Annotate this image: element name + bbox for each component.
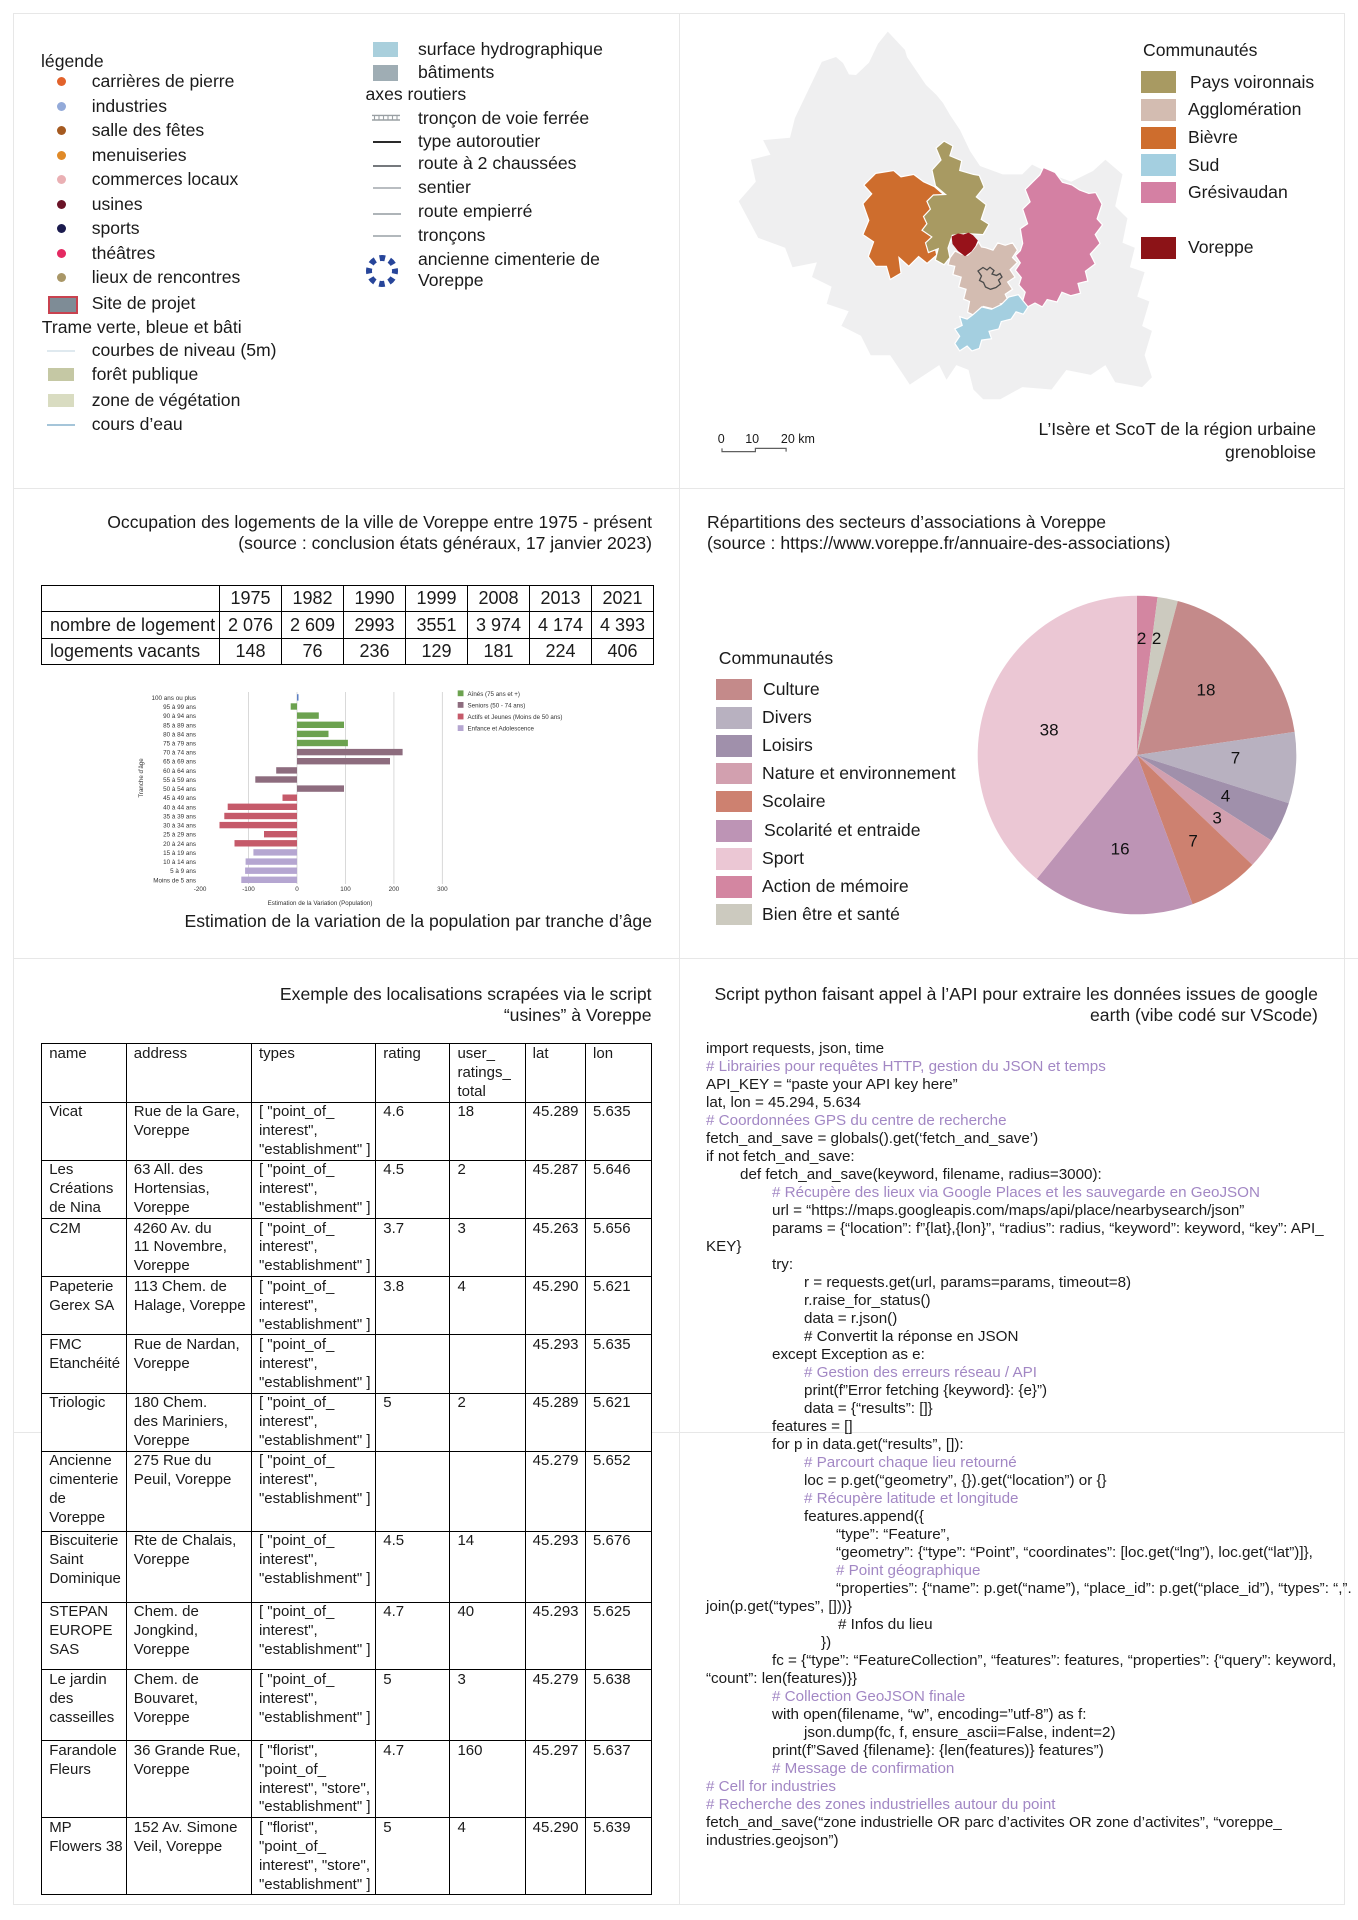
svg-text:60 à 64 ans: 60 à 64 ans: [163, 768, 196, 775]
svg-text:65 à 69 ans: 65 à 69 ans: [163, 759, 196, 766]
svg-text:Aînés (75 ans et +): Aînés (75 ans et +): [468, 691, 520, 698]
svg-text:20 à 24 ans: 20 à 24 ans: [163, 841, 196, 848]
svg-text:35 à 39 ans: 35 à 39 ans: [163, 814, 196, 821]
svg-text:0: 0: [295, 886, 299, 893]
svg-text:10 à 14 ans: 10 à 14 ans: [163, 859, 196, 866]
svg-text:-200: -200: [194, 886, 207, 893]
svg-text:Enfance et Adolescence: Enfance et Adolescence: [468, 726, 535, 733]
svg-text:90 à 94 ans: 90 à 94 ans: [163, 713, 196, 720]
svg-text:70 à 74 ans: 70 à 74 ans: [163, 750, 196, 757]
svg-text:80 à 84 ans: 80 à 84 ans: [163, 731, 196, 738]
svg-text:200: 200: [389, 886, 400, 893]
svg-text:Actifs et Jeunes (Moins de 50: Actifs et Jeunes (Moins de 50 ans): [468, 714, 563, 721]
svg-text:45 à 49 ans: 45 à 49 ans: [163, 795, 196, 802]
svg-text:2: 2: [1137, 629, 1146, 648]
svg-text:25 à 29 ans: 25 à 29 ans: [163, 832, 196, 839]
svg-text:85 à 89 ans: 85 à 89 ans: [163, 722, 196, 729]
svg-text:38: 38: [1040, 720, 1059, 739]
svg-text:100: 100: [340, 886, 351, 893]
svg-text:7: 7: [1231, 748, 1240, 767]
svg-text:55 à 59 ans: 55 à 59 ans: [163, 777, 196, 784]
svg-text:Moins de 5 ans: Moins de 5 ans: [153, 877, 196, 884]
svg-text:50 à 54 ans: 50 à 54 ans: [163, 786, 196, 793]
svg-text:3: 3: [1212, 808, 1221, 827]
svg-text:-100: -100: [242, 886, 255, 893]
svg-text:5 à 9 ans: 5 à 9 ans: [170, 868, 196, 875]
svg-text:Seniors (50 - 74 ans): Seniors (50 - 74 ans): [468, 703, 526, 710]
svg-text:40 à 44 ans: 40 à 44 ans: [163, 804, 196, 811]
svg-text:Estimation de la Variation (Po: Estimation de la Variation (Population): [268, 900, 373, 907]
svg-text:16: 16: [1111, 839, 1130, 858]
svg-text:75 à 79 ans: 75 à 79 ans: [163, 741, 196, 748]
svg-text:95 à 99 ans: 95 à 99 ans: [163, 704, 196, 711]
svg-text:18: 18: [1196, 680, 1215, 699]
svg-text:4: 4: [1221, 786, 1230, 805]
svg-text:300: 300: [437, 886, 448, 893]
svg-text:15 à 19 ans: 15 à 19 ans: [163, 850, 196, 857]
svg-text:100 ans ou plus: 100 ans ou plus: [152, 695, 196, 702]
svg-text:2: 2: [1152, 629, 1161, 648]
svg-text:Tranche d’âge: Tranche d’âge: [138, 758, 145, 798]
svg-text:7: 7: [1188, 831, 1197, 850]
svg-text:30 à 34 ans: 30 à 34 ans: [163, 823, 196, 830]
